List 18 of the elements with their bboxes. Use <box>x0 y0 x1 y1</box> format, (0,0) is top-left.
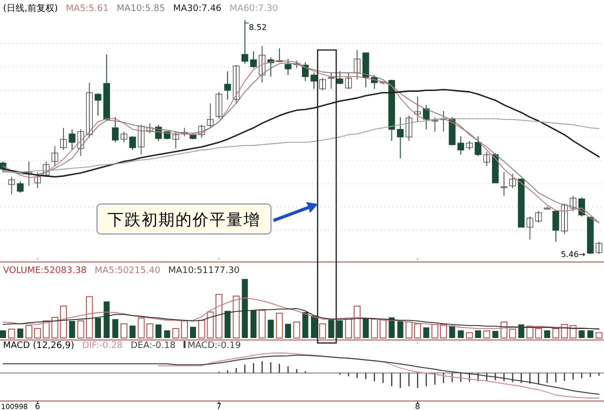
x-tick-label: 7 <box>216 402 222 410</box>
text: MA10:51177.30 <box>168 266 240 276</box>
annotation: 5.46→ <box>560 250 586 259</box>
text: MA60:7.30 <box>230 4 278 14</box>
annotation: 下跌初期的价平量增 <box>108 210 260 229</box>
series-label: DEA:-0.18 <box>130 341 176 351</box>
x-tick-label: 6 <box>35 402 40 410</box>
chart-title: MACD (12,26,9) <box>3 341 74 351</box>
text: MA10:5.85 <box>116 4 166 14</box>
text: MA5:50215.40 <box>94 266 161 276</box>
text: VOLUME:52083.38 <box>3 266 87 276</box>
legend-label: MACD:-0.19 <box>188 341 242 351</box>
text: MA5:5.61 <box>66 4 109 14</box>
text: DIF:-0.28 <box>82 341 123 351</box>
annotation: 8.52 <box>248 23 267 32</box>
x-tick-label: 8 <box>415 402 420 410</box>
chart-title: (日线,前复权) <box>3 3 58 14</box>
text: MA30:7.46 <box>173 4 222 14</box>
